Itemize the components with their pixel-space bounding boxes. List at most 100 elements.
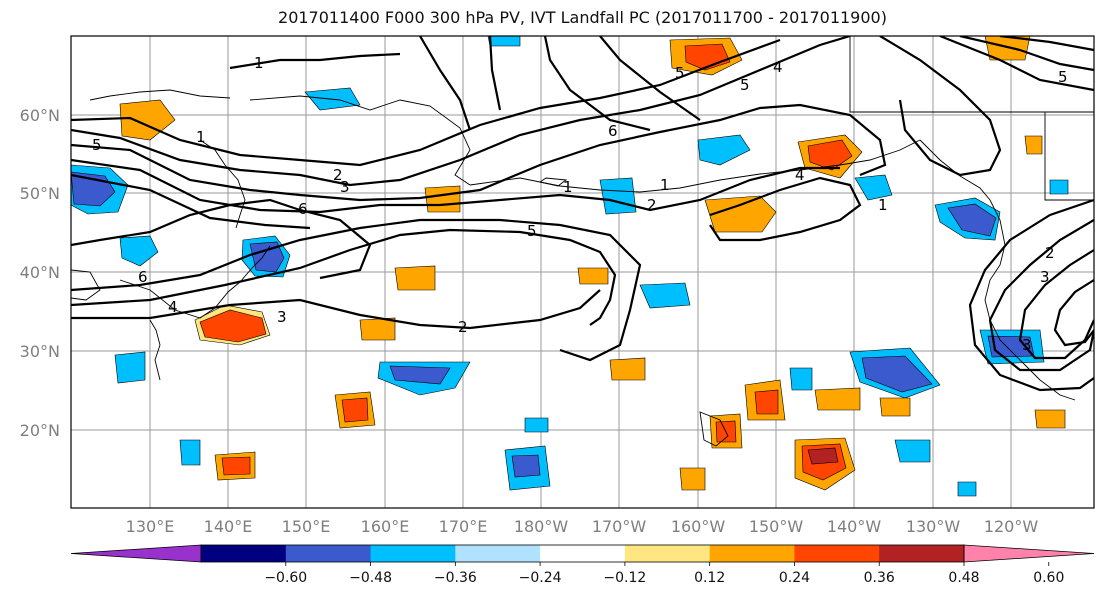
negative-pv-region (861, 355, 933, 393)
lon-label: 160°W (671, 517, 726, 536)
lat-label: 60°N (20, 106, 60, 125)
negative-pv-region (179, 439, 201, 466)
lon-label: 140°W (827, 517, 882, 536)
negative-pv-region (639, 282, 691, 309)
contour-label: 3 (1022, 336, 1032, 354)
positive-pv-region (807, 139, 853, 171)
colorbar-segment (794, 545, 880, 562)
positive-pv-region (577, 267, 609, 285)
colorbar-tick-label: 0.48 (948, 570, 979, 586)
positive-pv-region (704, 195, 777, 233)
lat-label: 40°N (20, 263, 60, 282)
lon-label: 130°E (126, 517, 175, 536)
negative-pv-region (957, 481, 977, 497)
latitude-labels: 60°N 50°N 40°N 30°N 20°N (20, 106, 60, 440)
negative-pv-region (599, 177, 637, 215)
map-border (70, 35, 1095, 509)
contour-label: 6 (298, 200, 308, 218)
colorbar-tick-label: −0.24 (519, 570, 562, 586)
colorbar-segment (709, 545, 795, 562)
contour-label: 1 (196, 128, 206, 146)
lon-label: 140°E (204, 517, 253, 536)
contour-label: 6 (138, 268, 148, 286)
positive-pv-region (807, 447, 839, 465)
negative-pv-region (947, 203, 997, 237)
colorbar-labels: −0.60 −0.48 −0.36 −0.24 −0.12 0.12 0.24 0.36 0.4… (264, 562, 1064, 586)
colorbar (70, 544, 1095, 563)
contour-label: 2 (1045, 244, 1055, 262)
lat-label: 20°N (20, 421, 60, 440)
contour-label: 4 (795, 166, 805, 184)
negative-pv-region (119, 235, 159, 267)
positive-pv-region (359, 317, 396, 341)
contour-label: 2 (333, 166, 343, 184)
negative-pv-region (114, 351, 146, 384)
pv-filled-contours (71, 36, 1069, 497)
positive-pv-region (879, 397, 911, 417)
positive-pv-region (424, 185, 461, 213)
positive-pv-region (199, 309, 267, 343)
colorbar-tick-label: 0.36 (864, 570, 895, 586)
contour-label: 1 (254, 54, 264, 72)
colorbar-segment (540, 545, 626, 562)
contour-label: 5 (527, 222, 537, 240)
pv-contour-lines (71, 36, 1094, 392)
colorbar-segment (285, 545, 372, 562)
contour-label: 1 (878, 196, 888, 214)
colorbar-segment (201, 545, 287, 562)
negative-pv-region (524, 417, 549, 433)
lat-label: 50°N (20, 184, 60, 203)
lat-label: 30°N (20, 342, 60, 361)
contour-labels: 1 5 1 2 6 3 1 2 6 5 4 5 4 2 3 6 1 5 4 2 … (92, 54, 1068, 354)
contour-label: 1 (660, 176, 670, 194)
positive-pv-region (119, 99, 176, 141)
positive-pv-region (1034, 409, 1066, 429)
positive-pv-region (679, 467, 706, 491)
lon-label: 130°W (906, 517, 961, 536)
lon-label: 170°E (439, 517, 488, 536)
negative-pv-region (1049, 179, 1069, 195)
positive-pv-region (341, 397, 369, 423)
negative-pv-region (511, 454, 541, 478)
contour-label: 5 (675, 64, 685, 82)
negative-pv-region (697, 134, 751, 166)
negative-pv-region (389, 365, 451, 385)
contour-label: 3 (1040, 268, 1050, 286)
lon-label: 150°W (749, 517, 804, 536)
gridlines (71, 36, 1094, 508)
longitude-labels: 130°E 140°E 150°E 160°E 170°E 180°W 170°… (126, 517, 1039, 536)
colorbar-segment (624, 545, 711, 562)
contour-label: 2 (647, 196, 657, 214)
negative-pv-region (249, 241, 285, 273)
colorbar-segment (879, 545, 965, 562)
colorbar-frame (200, 544, 965, 563)
contour-label: 1 (563, 178, 573, 196)
contour-label: 5 (92, 136, 102, 154)
lon-label: 120°W (984, 517, 1039, 536)
lon-label: 170°W (592, 517, 647, 536)
negative-pv-region (894, 439, 931, 463)
contour-label: 6 (608, 122, 618, 140)
contour-label: 3 (277, 308, 287, 326)
contour-label: 5 (740, 76, 750, 94)
negative-pv-region (789, 367, 813, 391)
positive-pv-region (221, 456, 251, 476)
contour-label: 5 (1058, 68, 1068, 86)
lon-label: 160°E (361, 517, 410, 536)
positive-pv-region (814, 387, 861, 411)
contour-label: 3 (340, 178, 350, 196)
colorbar-tick-label: 0.24 (779, 570, 810, 586)
negative-pv-region (487, 36, 521, 47)
colorbar-segment (455, 545, 541, 562)
contour-label: 4 (168, 298, 178, 316)
colorbar-extension-high (963, 544, 1095, 563)
negative-pv-region (854, 174, 893, 201)
contour-label: 2 (458, 318, 468, 336)
colorbar-tick-label: 0.60 (1033, 570, 1064, 586)
positive-pv-region (754, 389, 779, 415)
contour-label: 4 (773, 58, 783, 76)
colorbar-tick-label: −0.48 (349, 570, 392, 586)
lon-label: 150°E (282, 517, 331, 536)
colorbar-tick-label: −0.36 (434, 570, 477, 586)
